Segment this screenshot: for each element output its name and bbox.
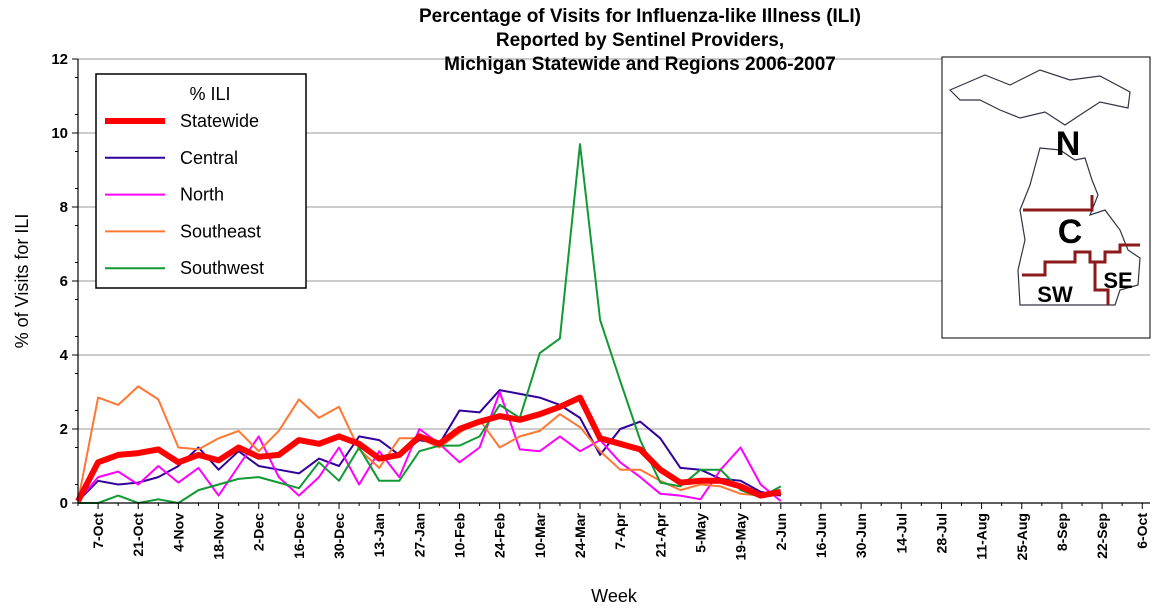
map-label: SE <box>1103 268 1132 293</box>
map-label: SW <box>1037 282 1073 307</box>
x-tick-label: 22-Sep <box>1094 513 1110 559</box>
map-boundary <box>1093 262 1110 305</box>
x-tick-label: 10-Mar <box>532 512 548 558</box>
legend-box <box>95 73 307 289</box>
x-tick-label: 25-Aug <box>1014 513 1030 560</box>
map-lower-peninsula <box>1017 147 1141 306</box>
x-tick-label: 14-Jul <box>893 513 909 553</box>
y-tick-label: 0 <box>60 495 68 512</box>
legend-label: Southwest <box>180 258 264 278</box>
y-tick-label: 8 <box>60 199 68 216</box>
x-tick-label: 4-Nov <box>170 513 186 552</box>
legend-label: Statewide <box>180 111 259 131</box>
y-tick-label: 12 <box>51 51 68 68</box>
x-tick-label: 24-Mar <box>572 512 588 558</box>
chart-title: Percentage of Visits for Influenza-like … <box>419 6 861 27</box>
x-tick-label: 21-Oct <box>130 513 146 557</box>
x-axis-label: Week <box>591 586 638 606</box>
y-axis-label: % of Visits for ILI <box>12 214 32 349</box>
y-tick-label: 2 <box>60 421 68 438</box>
y-tick-label: 10 <box>51 125 68 142</box>
map-upper-peninsula <box>948 69 1131 126</box>
x-tick-label: 10-Feb <box>452 513 468 558</box>
x-tick-label: 7-Oct <box>90 513 106 549</box>
x-tick-label: 7-Apr <box>612 512 628 549</box>
series-line <box>78 143 782 504</box>
x-tick-label: 11-Aug <box>974 513 990 560</box>
x-tick-label: 16-Jun <box>813 513 829 558</box>
x-tick-label: 28-Jul <box>933 513 949 553</box>
map-label: C <box>1058 213 1083 251</box>
x-tick-label: 5-May <box>692 513 708 553</box>
x-tick-label: 8-Sep <box>1054 513 1070 551</box>
x-tick-label: 24-Feb <box>492 513 508 558</box>
y-tick-label: 4 <box>60 347 69 364</box>
y-tick-label: 6 <box>60 273 68 290</box>
x-tick-label: 16-Dec <box>291 513 307 559</box>
x-tick-label: 27-Jan <box>411 513 427 557</box>
x-tick-label: 19-May <box>733 513 749 561</box>
x-tick-label: 13-Jan <box>371 513 387 557</box>
x-tick-label: 6-Oct <box>1134 513 1150 549</box>
x-tick-label: 30-Dec <box>331 513 347 559</box>
legend-title: % ILI <box>189 84 230 104</box>
x-tick-label: 21-Apr <box>652 512 668 557</box>
series-line <box>77 391 782 502</box>
legend-label: Southeast <box>180 221 261 241</box>
map-boundary <box>1022 243 1140 277</box>
x-tick-label: 30-Jun <box>853 513 869 558</box>
chart-title: Michigan Statewide and Regions 2006-2007 <box>444 54 836 75</box>
series-line <box>75 394 782 503</box>
axes: 0 2 4 6 8 10 12 7-Oct 21-Oct 4-Nov 18-Nov 2-Dec 16-D… <box>51 51 1150 560</box>
x-tick-label: 18-Nov <box>211 513 227 560</box>
x-tick-label: 2-Dec <box>251 513 267 551</box>
legend: % ILI Statewide Central North Southeast Sout… <box>95 73 307 289</box>
map-inset: N C SW SE <box>941 56 1151 339</box>
map-label: N <box>1056 125 1081 163</box>
legend-label: North <box>180 185 224 205</box>
map-boundary <box>1023 195 1094 212</box>
legend-label: Central <box>180 148 238 168</box>
chart-title: Reported by Sentinel Providers, <box>496 30 784 51</box>
x-tick-label: 2-Jun <box>773 513 789 550</box>
series-layer <box>75 143 782 504</box>
